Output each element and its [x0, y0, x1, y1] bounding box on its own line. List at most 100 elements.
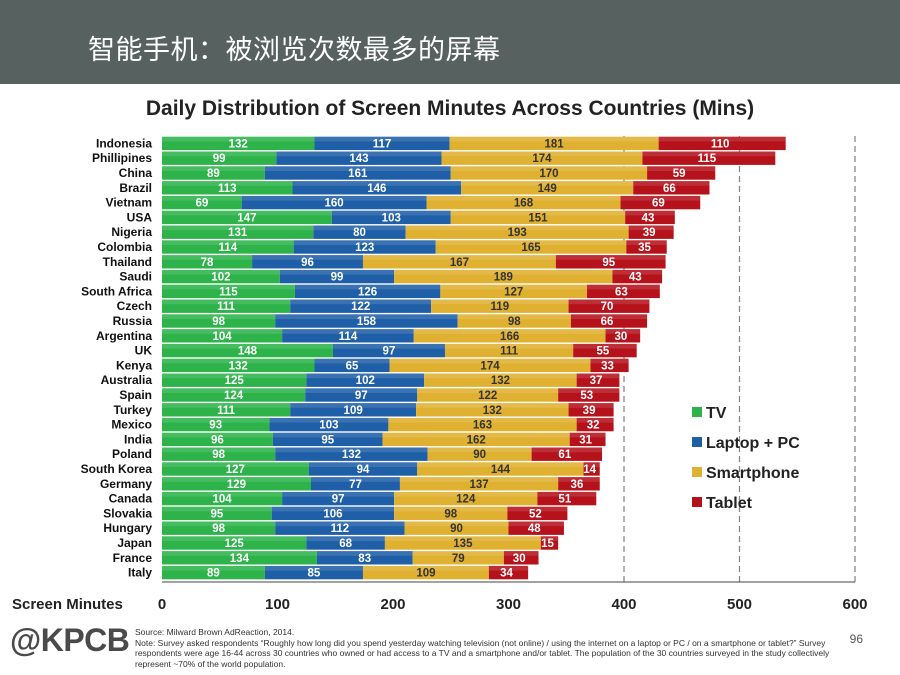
country-label: Kenya [116, 358, 152, 372]
bar-segment-tablet [605, 329, 641, 343]
bar-sheen [394, 491, 538, 497]
data-label: 63 [615, 286, 628, 298]
data-label: 167 [450, 257, 469, 269]
bar-sheen [404, 521, 509, 527]
bar-segment-smartphone [384, 536, 541, 550]
bar-segment-smartphone [450, 166, 648, 180]
bar-sheen [162, 255, 253, 260]
data-label: 160 [325, 198, 344, 210]
bar-sheen [162, 462, 309, 467]
bar-sheen [426, 195, 621, 201]
bar-sheen [306, 536, 385, 541]
data-label: 43 [642, 212, 655, 224]
bar-segment-tv [162, 136, 315, 151]
data-label: 48 [528, 523, 541, 535]
bar-segment-tv [162, 358, 315, 373]
data-label: 98 [444, 508, 457, 520]
bar-segment-smartphone [394, 269, 613, 284]
bar-segment-tablet [612, 269, 663, 284]
bar-sheen [647, 166, 716, 171]
data-label: 36 [571, 479, 584, 491]
data-label: 137 [469, 479, 488, 491]
data-label: 125 [225, 375, 245, 387]
bar-segment-tablet [625, 210, 675, 225]
bar-sheen [573, 343, 637, 349]
bar-sheen [332, 343, 445, 349]
bar-segment-tablet [508, 521, 564, 535]
bar-segment-smartphone [426, 195, 621, 210]
data-label: 31 [579, 434, 592, 446]
data-label: 111 [217, 301, 236, 313]
legend-swatch [692, 467, 702, 477]
bar-segment-laptop-pc [264, 565, 363, 580]
bar-sheen [612, 269, 663, 275]
bar-segment-tablet [583, 462, 600, 476]
bar-sheen [449, 136, 659, 142]
bar-sheen [331, 210, 451, 216]
data-label: 96 [301, 257, 314, 269]
data-label: 59 [673, 168, 686, 180]
data-label: 146 [367, 183, 386, 195]
bar-segment-tablet [503, 551, 539, 565]
bar-segment-laptop-pc [310, 477, 400, 491]
bar-segment-tablet [570, 314, 648, 328]
bar-segment-tv [162, 403, 291, 417]
data-label: 129 [227, 479, 246, 491]
bar-segment-tv [162, 373, 307, 387]
bar-segment-laptop-pc [316, 551, 413, 565]
bar-sheen [162, 284, 295, 290]
bar-segment-tv [162, 195, 242, 210]
data-label: 79 [452, 553, 465, 565]
country-label: Spain [119, 388, 152, 402]
data-label: 97 [332, 494, 345, 506]
data-label: 109 [344, 405, 363, 417]
data-label: 122 [351, 301, 370, 313]
bar-sheen [162, 329, 283, 334]
bar-segment-tv [162, 151, 277, 165]
data-label: 147 [237, 212, 256, 224]
data-label: 95 [210, 508, 223, 520]
bar-sheen [362, 565, 489, 571]
bar-segment-tablet [568, 403, 614, 417]
bar-sheen [626, 240, 667, 245]
data-label: 55 [597, 346, 610, 358]
bar-sheen [587, 284, 660, 290]
bar-sheen [316, 551, 413, 556]
bar-segment-tv [162, 432, 273, 447]
data-label: 98 [508, 316, 521, 328]
country-label: Hungary [103, 521, 152, 535]
data-label: 102 [211, 272, 230, 284]
bar-segment-tv [162, 299, 291, 313]
bar-segment-laptop-pc [293, 240, 436, 254]
bar-segment-laptop-pc [275, 447, 428, 461]
data-label: 51 [558, 494, 571, 506]
bar-segment-laptop-pc [290, 403, 417, 417]
bar-segment-smartphone [382, 432, 570, 447]
bar-sheen [537, 491, 597, 497]
bar-sheen [531, 447, 603, 453]
bar-sheen [503, 551, 539, 556]
bar-segment-laptop-pc [306, 373, 425, 387]
data-label: 33 [601, 360, 614, 372]
bar-sheen [620, 195, 701, 201]
data-label: 97 [355, 390, 368, 402]
bar-segment-smartphone [389, 358, 591, 373]
data-label: 103 [382, 212, 401, 224]
bar-segment-smartphone [449, 136, 659, 151]
data-label: 30 [614, 331, 627, 343]
bar-sheen [279, 269, 395, 275]
bar-sheen [162, 403, 291, 408]
country-label: Colombia [97, 240, 152, 254]
data-label: 131 [228, 227, 248, 239]
country-label: South Africa [81, 284, 152, 298]
bar-segment-tv [162, 477, 311, 491]
bar-segment-smartphone [417, 388, 559, 402]
page-title: 智能手机：被浏览次数最多的屏幕 [88, 35, 501, 66]
legend-swatch [692, 497, 702, 507]
data-label: 90 [473, 449, 486, 461]
bar-sheen [264, 565, 363, 571]
data-label: 98 [212, 523, 225, 535]
bar-sheen [306, 373, 425, 379]
bar-sheen [282, 329, 414, 334]
bar-sheen [568, 403, 614, 408]
